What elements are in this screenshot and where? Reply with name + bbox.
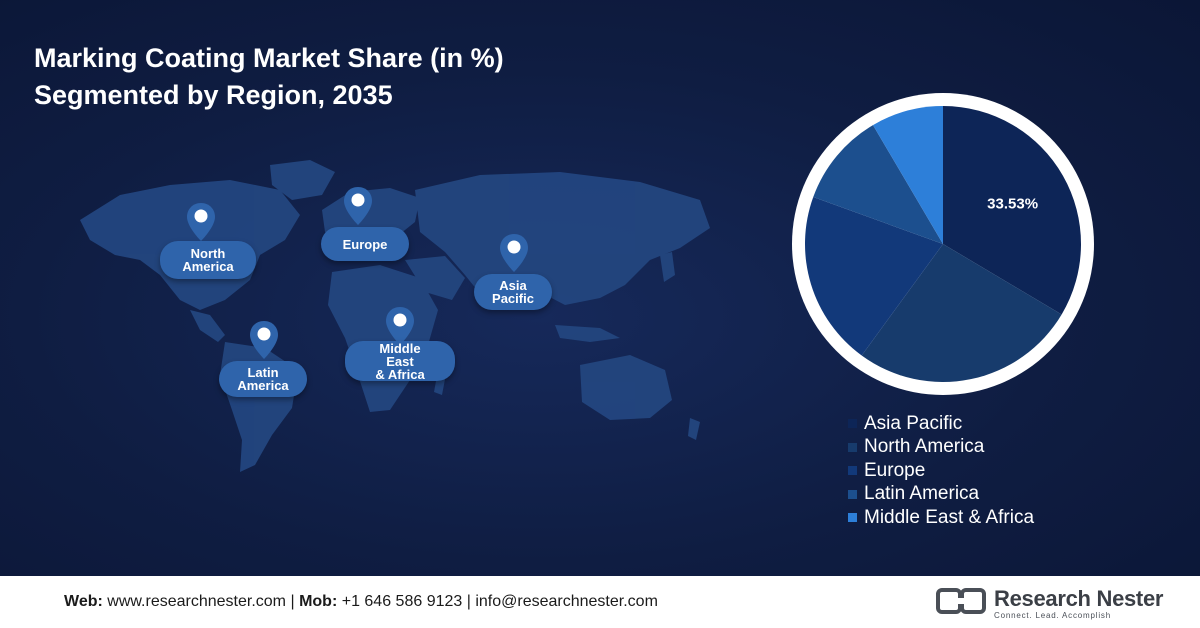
middle-east-shape [405,256,465,300]
legend-swatch [848,466,857,476]
pie-slice-middle-east-africa [872,106,943,244]
title-line-1: Marking Coating Market Share (in %) [34,43,504,73]
brand-logo: Research Nester Connect. Lead. Accomplis… [936,584,1163,622]
legend-swatch [848,489,857,499]
indonesia-shape [555,325,620,342]
web-label: Web: [64,593,103,610]
middle-east-africa-label-line: & Africa [375,366,425,382]
middle-east-africa-label: Middle East & Africa [345,341,455,381]
phone-number[interactable]: +1 646 586 9123 [341,593,463,610]
separator: | [290,593,295,610]
legend-swatch [848,419,857,429]
brand-tagline: Connect. Lead. Accomplish [994,611,1111,620]
australia-shape [580,355,672,420]
pie-chart: 33.53% [792,93,1094,395]
research-nester-logo-icon [936,588,986,614]
legend-label: North America [864,436,985,458]
legend-label: Latin America [864,483,980,505]
asia-pacific-label: Asia Pacific [474,274,552,310]
legend-item-latin-america: Latin America [848,483,1034,507]
legend-item-europe: Europe [848,459,1034,483]
brand-name: Research Nester [994,586,1164,611]
north-america-label-line: America [182,259,234,274]
north-america-label-line: North [190,246,226,261]
footer-contact: Web: www.researchnester.com | Mob: +1 64… [64,593,658,611]
middle-east-africa-label-line: East [386,353,414,369]
title-line-2: Segmented by Region, 2035 [34,80,393,110]
central-america-shape [190,310,225,342]
latin-america-label: Latin America [219,361,307,397]
north-america-label: North America [160,241,256,279]
legend-item-middle-east-africa: Middle East & Africa [848,506,1034,530]
pie-data-label-asia-pacific: 33.53% [987,195,1038,212]
legend-label: Asia Pacific [864,412,963,434]
legend-item-asia-pacific: Asia Pacific [848,412,1034,436]
legend-swatch [848,442,857,452]
middle-east-africa-label-line: Middle [379,340,421,356]
footer: Web: www.researchnester.com | Mob: +1 64… [0,576,1200,628]
africa-shape [328,265,438,412]
web-link[interactable]: www.researchnester.com [107,593,286,610]
greenland-shape [270,160,335,200]
legend-swatch [848,513,857,523]
europe-pin-icon [344,187,372,225]
asia-shape [415,172,710,310]
asia-pacific-label-line: Pacific [492,291,534,306]
japan-shape [660,252,675,282]
legend-label: Europe [864,459,926,481]
pie-data-labels: 33.53% [987,195,1038,212]
pie-slice-asia-pacific [943,106,1081,315]
latin-america-pin-icon [250,321,278,359]
europe-label-line: Europe [342,236,388,252]
north-america-pin-icon [187,203,215,241]
mob-label: Mob: [299,593,338,610]
legend-label: Middle East & Africa [864,506,1035,528]
asia-pacific-pin-icon [500,234,528,272]
asia-pacific-label-line: Asia [499,278,527,293]
email-link[interactable]: info@researchnester.com [475,593,658,610]
latin-america-label-line: America [237,378,289,393]
infographic-canvas: Marking Coating Market Share (in %) Segm… [0,0,1200,576]
legend-item-north-america: North America [848,436,1034,460]
latin-america-label-line: Latin [247,365,279,380]
separator: | [466,593,471,610]
chart-legend: Asia Pacific North America Europe Latin Ame… [848,412,1034,530]
pie-slices [805,106,1081,382]
europe-label: Europe [321,227,409,261]
pie-slice-europe [805,197,943,356]
pie-slice-latin-america [813,125,943,244]
middle-east-africa-pin-icon [386,307,414,345]
pie-slice-north-america [861,244,1062,382]
page-title: Marking Coating Market Share (in %) Segm… [34,40,504,114]
new-zealand-shape [688,418,700,440]
